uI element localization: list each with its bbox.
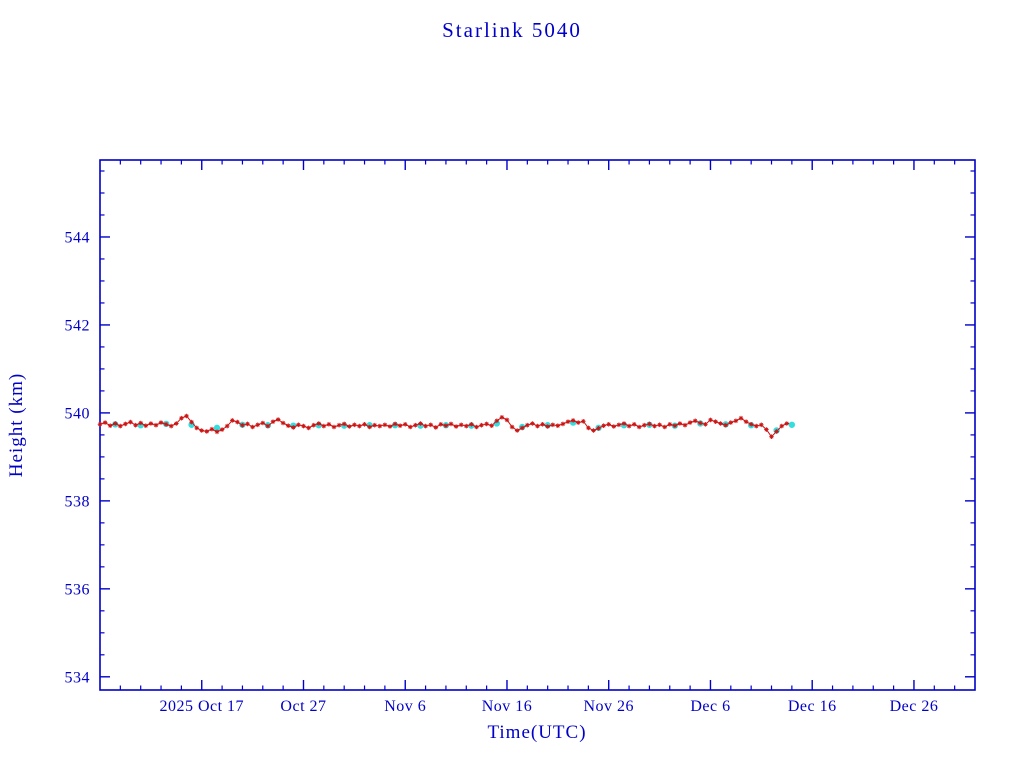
x-axis-label: Time(UTC) <box>487 722 586 743</box>
x-tick-label: Dec 16 <box>788 698 837 715</box>
y-tick-label: 536 <box>65 581 91 598</box>
y-tick-label: 540 <box>65 405 91 422</box>
x-tick-label: Nov 16 <box>482 698 533 715</box>
y-tick-label: 538 <box>65 493 91 510</box>
y-tick-label: 544 <box>65 229 91 246</box>
x-tick-label: 2025 Oct 17 <box>159 698 244 715</box>
x-tick-label: Oct 27 <box>280 698 326 715</box>
series-measured-red <box>97 413 790 439</box>
x-tick-label: Dec 6 <box>690 698 730 715</box>
x-tick-label: Nov 26 <box>583 698 634 715</box>
x-tick-label: Nov 6 <box>384 698 426 715</box>
chart-title: Starlink 5040 <box>442 18 582 42</box>
predicted-point <box>788 421 796 428</box>
y-tick-label: 542 <box>65 317 91 334</box>
x-axis-ticks: 2025 Oct 17 Oct 27 Nov 6 Nov 16 Nov 26 Dec 6 D… <box>119 160 956 715</box>
measured-line <box>99 415 788 438</box>
predicted-point <box>213 424 221 432</box>
measured-asterisk-markers <box>97 413 790 439</box>
y-axis-ticks: 534 536 538 540 542 544 <box>65 170 975 686</box>
y-axis-label: Height (km) <box>6 373 27 477</box>
x-tick-label: Dec 26 <box>890 698 939 715</box>
y-tick-label: 534 <box>65 669 91 686</box>
